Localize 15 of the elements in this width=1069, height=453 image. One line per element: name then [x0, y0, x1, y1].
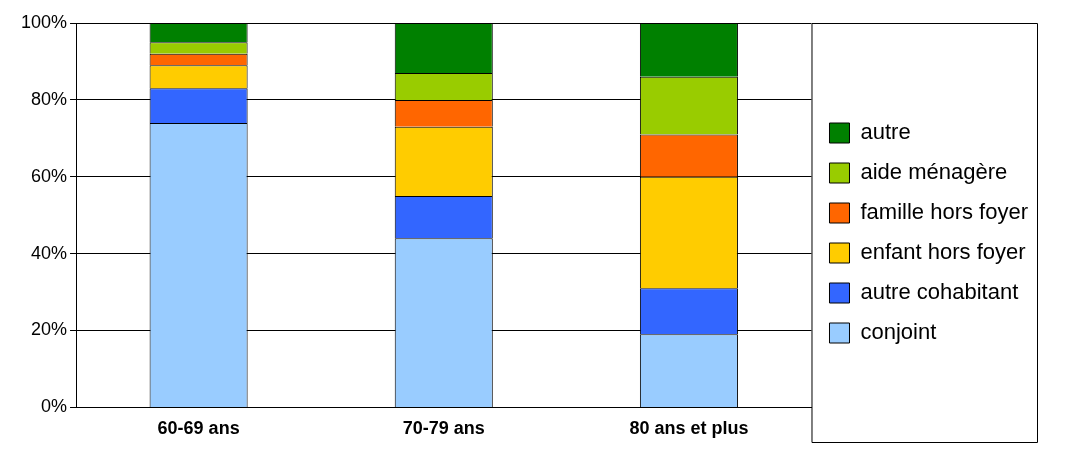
y-tick-label: 100%	[20, 11, 68, 32]
legend-label: autre cohabitant	[860, 279, 1019, 305]
x-tick-label: 70-79 ans	[402, 418, 485, 439]
legend-label: aide ménagère	[860, 159, 1008, 185]
legend-label: autre	[860, 119, 911, 145]
legend-label: famille hors foyer	[860, 199, 1029, 225]
x-tick-label: 60-69 ans	[157, 418, 240, 439]
legend-label: enfant hors foyer	[860, 239, 1026, 265]
y-tick-label: 40%	[31, 242, 68, 263]
y-tick-label: 20%	[31, 319, 68, 340]
y-tick-label: 80%	[31, 88, 68, 109]
y-tick-label: 60%	[31, 165, 68, 186]
y-tick-label: 0%	[41, 396, 68, 417]
legend-label: conjoint	[860, 319, 937, 345]
x-tick-label: 80 ans et plus	[629, 418, 749, 439]
